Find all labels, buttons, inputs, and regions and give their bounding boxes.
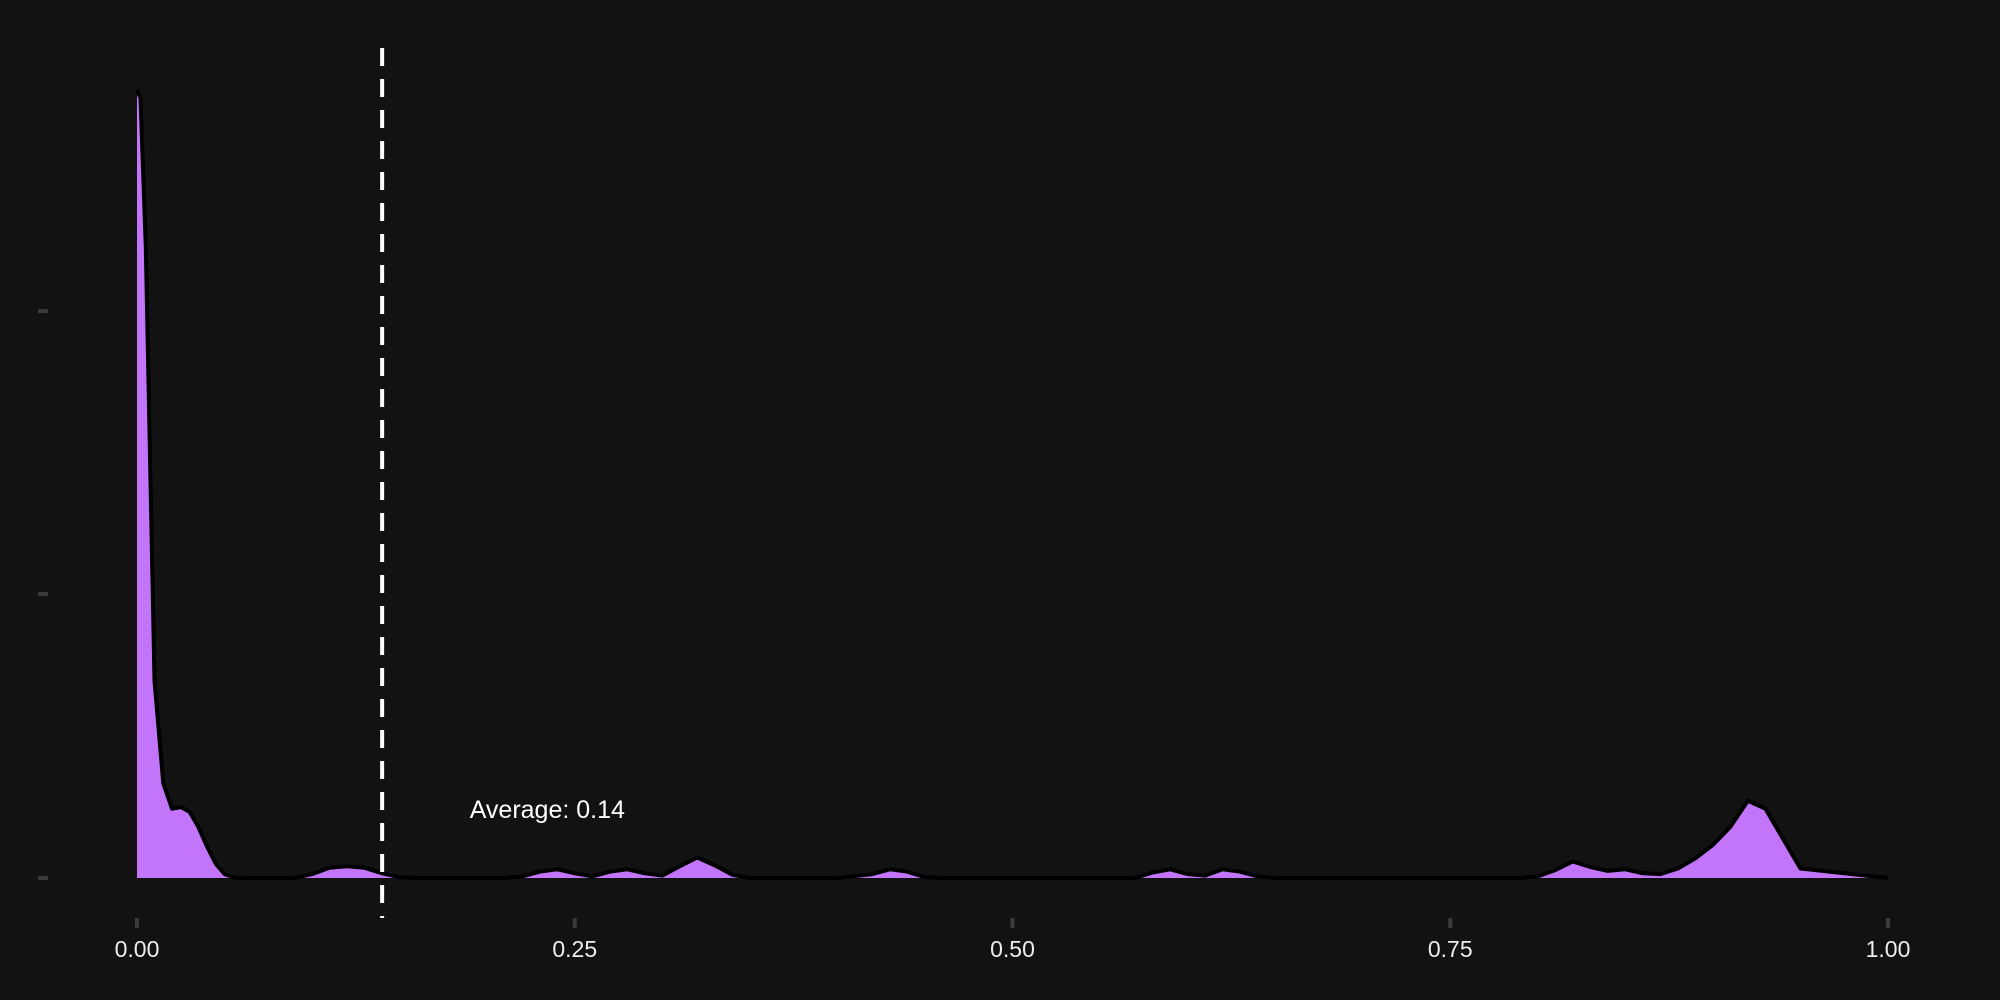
average-annotation: Average: 0.14	[470, 796, 625, 824]
y-axis-ticks	[38, 309, 48, 880]
x-tick-label: 0.25	[552, 936, 597, 962]
x-tick-label: 0.75	[1428, 936, 1473, 962]
x-tick-label: 0.00	[115, 936, 160, 962]
x-tick-label: 1.00	[1866, 936, 1911, 962]
x-tick-label: 0.50	[990, 936, 1035, 962]
density-area	[137, 90, 1888, 878]
x-axis: 0.00 0.25 0.50 0.75 1.00	[115, 918, 1911, 962]
density-line	[135, 89, 1889, 880]
